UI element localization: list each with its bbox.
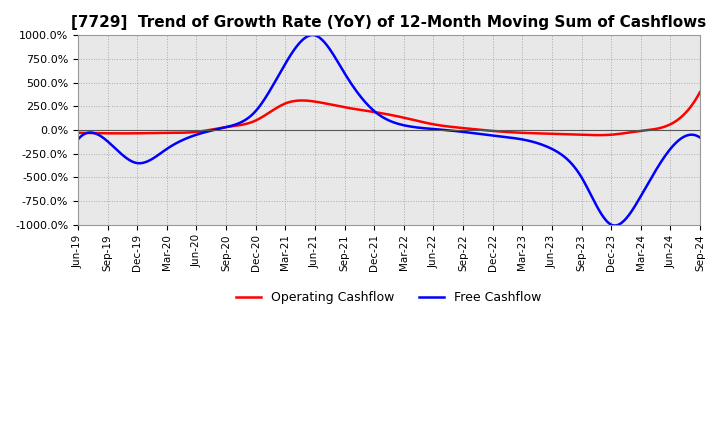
Operating Cashflow [696, 89, 704, 95]
Operating Cashflow [583, 132, 592, 138]
Legend: Operating Cashflow, Free Cashflow: Operating Cashflow, Free Cashflow [231, 286, 547, 309]
Free Cashflow [683, 132, 692, 138]
Operating Cashflow [373, 110, 382, 115]
Free Cashflow [374, 112, 383, 117]
Free Cashflow [585, 189, 593, 194]
Line: Operating Cashflow: Operating Cashflow [78, 92, 700, 135]
Operating Cashflow [595, 132, 603, 138]
Operating Cashflow [73, 130, 82, 136]
Free Cashflow [445, 128, 454, 133]
Line: Free Cashflow: Free Cashflow [78, 35, 700, 226]
Free Cashflow [308, 33, 317, 38]
Free Cashflow [611, 223, 619, 228]
Operating Cashflow [410, 117, 419, 123]
Free Cashflow [696, 135, 704, 140]
Operating Cashflow [369, 109, 378, 114]
Operating Cashflow [444, 124, 452, 129]
Operating Cashflow [682, 110, 690, 115]
Free Cashflow [73, 137, 82, 142]
Free Cashflow [370, 109, 379, 114]
Free Cashflow [411, 125, 420, 130]
Title: [7729]  Trend of Growth Rate (YoY) of 12-Month Moving Sum of Cashflows: [7729] Trend of Growth Rate (YoY) of 12-… [71, 15, 706, 30]
